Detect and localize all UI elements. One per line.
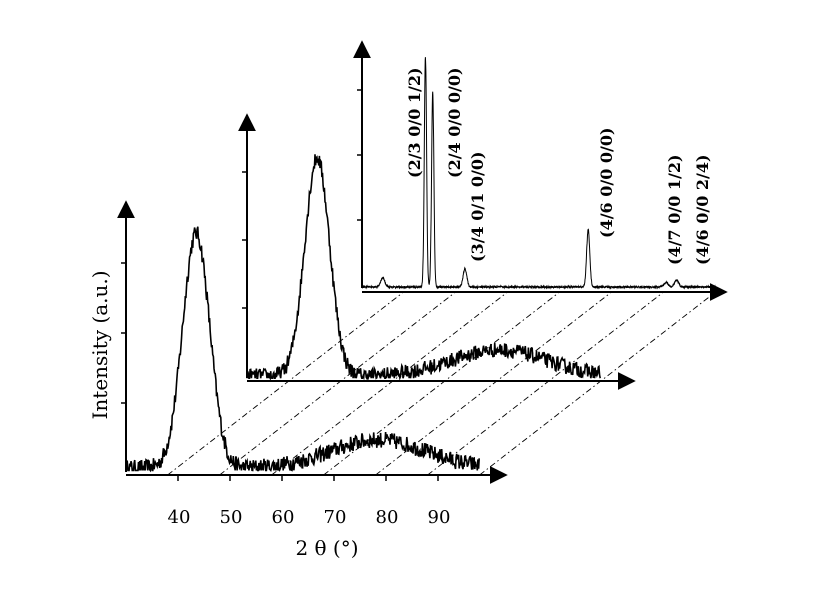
peak-label: (4/7 0/0 1/2) bbox=[665, 154, 684, 265]
x-tick-labels: 40 50 60 70 80 90 bbox=[168, 507, 451, 528]
peak-label: (2/3 0/0 1/2) bbox=[405, 67, 424, 178]
depth-guide-line bbox=[479, 291, 716, 476]
y-ticks-middle bbox=[242, 171, 247, 309]
depth-guide-lines bbox=[167, 291, 716, 476]
panel-front bbox=[117, 200, 508, 484]
y-ticks-front bbox=[121, 262, 126, 404]
series-crystalline-line bbox=[361, 57, 716, 290]
peak-label: (4/6 0/0 2/4) bbox=[693, 154, 712, 265]
y-ticks-back bbox=[357, 89, 362, 221]
peak-annotations: (2/3 0/0 1/2) (2/4 0/0 0/0) (3/4 0/1 0/0… bbox=[405, 67, 712, 265]
series-front-line bbox=[125, 226, 480, 473]
x-tick-label: 60 bbox=[272, 507, 295, 528]
x-tick-label: 40 bbox=[168, 507, 191, 528]
depth-guide-line bbox=[271, 291, 508, 476]
series-middle-line bbox=[246, 154, 601, 381]
peak-label: (2/4 0/0 0/0) bbox=[445, 67, 464, 178]
depth-guide-line bbox=[427, 291, 664, 476]
depth-guide-line bbox=[219, 291, 456, 476]
peak-label: (4/6 0/0 0/0) bbox=[597, 127, 616, 238]
depth-guide-line bbox=[323, 291, 560, 476]
y-axis-title: Intensity (a.u.) bbox=[88, 270, 112, 419]
x-tick-label: 50 bbox=[220, 507, 243, 528]
depth-guide-line bbox=[167, 291, 404, 476]
peak-label: (3/4 0/1 0/0) bbox=[468, 151, 487, 262]
x-tick-label: 70 bbox=[324, 507, 347, 528]
panel-back bbox=[353, 40, 728, 301]
x-ticks-front bbox=[177, 475, 439, 481]
x-tick-label: 90 bbox=[428, 507, 451, 528]
x-axis-title: 2 θ (°) bbox=[295, 536, 358, 560]
panel-middle bbox=[238, 113, 636, 390]
x-tick-label: 80 bbox=[376, 507, 399, 528]
